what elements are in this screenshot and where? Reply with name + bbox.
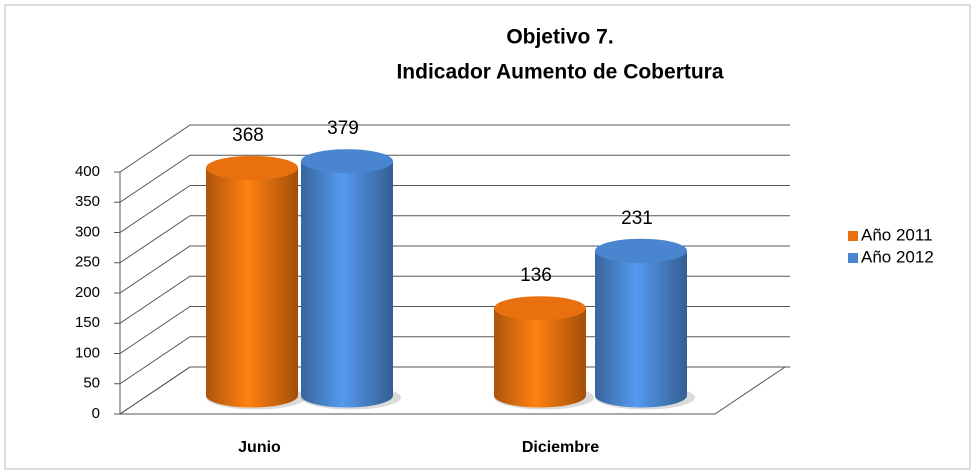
y-tick-label: 200 (75, 284, 100, 301)
bar (206, 167, 298, 408)
bar-top (595, 238, 687, 263)
grid-line (119, 366, 790, 415)
data-label: 379 (327, 118, 359, 139)
grid-line (119, 336, 790, 385)
chart-border (4, 4, 971, 470)
bar-top (206, 155, 298, 180)
grid-line (119, 154, 790, 203)
y-tick-label: 150 (75, 314, 100, 331)
grid-line (119, 275, 790, 324)
legend-swatch (848, 231, 858, 241)
bar-top (494, 296, 586, 321)
y-tick-label: 250 (75, 254, 100, 271)
x-tick-label: Junio (238, 439, 281, 456)
bar (301, 161, 393, 408)
y-tick-label: 350 (75, 193, 100, 210)
data-label: 368 (232, 125, 264, 146)
chart-title: Objetivo 7. (506, 26, 613, 49)
grid-line (119, 306, 790, 354)
chart-subtitle: Indicador Aumento de Cobertura (396, 61, 723, 84)
data-label: 136 (520, 265, 552, 286)
grid-line (119, 124, 790, 173)
y-tick-label: 300 (75, 223, 100, 240)
bar (494, 308, 586, 408)
y-tick-label: 100 (75, 344, 100, 361)
bar (595, 250, 687, 408)
data-label: 231 (621, 208, 653, 229)
bar-top (301, 149, 393, 174)
x-tick-label: Diciembre (522, 439, 599, 456)
y-tick-label: 0 (92, 405, 100, 422)
grid-line (119, 185, 790, 233)
grid-line (119, 215, 790, 264)
legend-label: Año 2012 (861, 247, 934, 266)
y-tick-label: 400 (75, 163, 100, 180)
legend-swatch (848, 253, 858, 263)
grid-line (119, 245, 790, 294)
legend-label: Año 2011 (861, 225, 933, 244)
y-tick-label: 50 (83, 375, 100, 392)
